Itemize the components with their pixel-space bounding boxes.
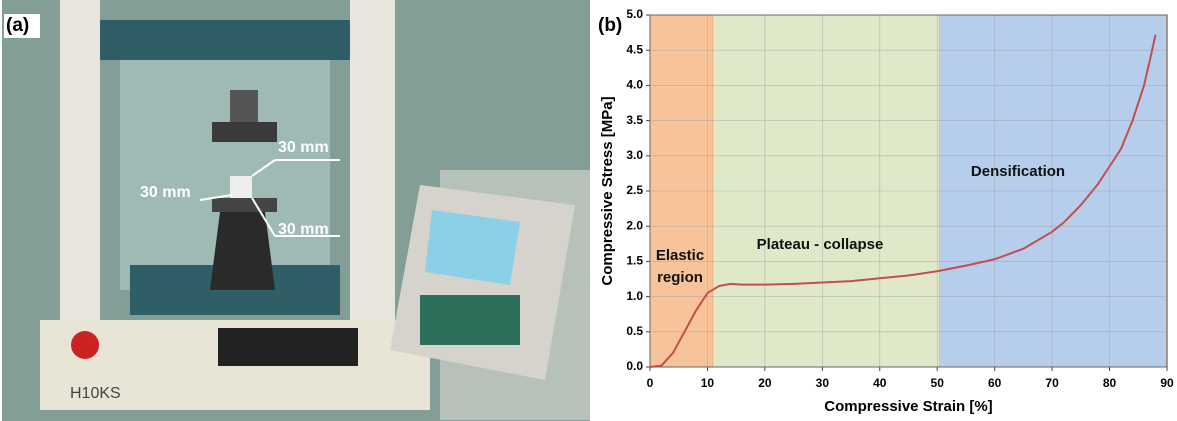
region-label: Densification — [918, 161, 1118, 183]
machine-label: H10KS — [70, 385, 121, 402]
dimension-label: 30 mm — [278, 139, 329, 156]
y-tick-label: 3.0 — [626, 148, 643, 162]
y-tick-label: 5.0 — [626, 7, 643, 21]
x-tick-label: 20 — [758, 376, 772, 390]
photo — [2, 0, 590, 421]
x-tick-label: 50 — [931, 376, 945, 390]
y-tick-label: 1.5 — [626, 254, 643, 268]
y-tick-label: 4.0 — [626, 78, 643, 92]
figure: (a) 30 mm 30 mm 30 mm H10KS (b) 0 10 20 30 40 50 60 7… — [0, 0, 1177, 421]
dimension-label: 30 mm — [278, 221, 329, 238]
x-tick-label: 40 — [873, 376, 887, 390]
x-tick-label: 70 — [1045, 376, 1059, 390]
x-tick-label: 0 — [647, 376, 654, 390]
dimension-label: 30 mm — [140, 184, 191, 201]
x-axis-label: Compressive Strain [%] — [824, 398, 992, 415]
x-tick-label: 80 — [1103, 376, 1117, 390]
y-tick-label: 1.0 — [626, 289, 643, 303]
y-tick-label: 3.5 — [626, 113, 643, 127]
x-tick-label: 90 — [1160, 376, 1174, 390]
canvas: (a) 30 mm 30 mm 30 mm H10KS (b) 0 10 20 30 40 50 60 7… — [0, 0, 1177, 421]
region-label: Elastic region — [650, 245, 710, 289]
panel-label: (b) — [598, 15, 622, 36]
x-tick-label: 10 — [701, 376, 715, 390]
y-tick-label: 2.0 — [626, 218, 643, 232]
x-tick-label: 60 — [988, 376, 1002, 390]
y-axis-label: Compressive Stress [MPa] — [599, 96, 616, 285]
y-tick-label: 4.5 — [626, 42, 643, 56]
region-label: Plateau - collapse — [720, 234, 920, 256]
panel-label: (a) — [6, 15, 29, 36]
y-tick-label: 2.5 — [626, 183, 643, 197]
y-tick-label: 0.5 — [626, 324, 643, 338]
x-tick-label: 30 — [816, 376, 830, 390]
y-tick-label: 0.0 — [626, 359, 643, 373]
